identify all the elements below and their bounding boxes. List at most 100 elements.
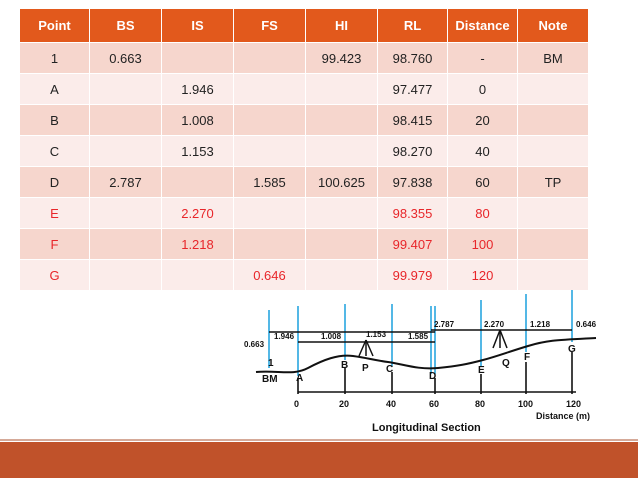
label-c: C xyxy=(386,364,393,375)
table-cell xyxy=(305,135,378,167)
col-header-point: Point xyxy=(19,8,90,43)
tick-40: 40 xyxy=(386,399,396,409)
table-body: 1 0.663 99.423 98.760- BM A 1.946 97.477 0 B 1.008… xyxy=(19,42,589,291)
reading-9: 0.646 xyxy=(576,320,597,329)
table-cell: 2.787 xyxy=(89,166,162,198)
table-cell: 97.477 xyxy=(377,73,448,105)
table-row: C 1.153 98.270 40 xyxy=(19,135,589,167)
table-cell xyxy=(89,228,162,260)
table-cell: 20 xyxy=(447,104,518,136)
reading-2: 1.946 xyxy=(274,332,295,341)
col-header-is: IS xyxy=(161,8,234,43)
table-cell: 97.838 xyxy=(377,166,448,198)
tripod-q xyxy=(492,329,508,349)
label-bm: BM xyxy=(262,374,278,385)
table-row: F 1.218 99.407 100 xyxy=(19,228,589,260)
label-e: E xyxy=(478,365,485,376)
tick-60: 60 xyxy=(429,399,439,409)
table-cell: 120 xyxy=(447,259,518,291)
table-cell: - xyxy=(447,42,518,74)
table-cell: E xyxy=(19,197,90,229)
table-cell: D xyxy=(19,166,90,198)
table-cell xyxy=(89,73,162,105)
table-cell: 1.153 xyxy=(161,135,234,167)
table-cell: 1.008 xyxy=(161,104,234,136)
label-a: A xyxy=(296,373,303,384)
level-book-table: Point BS IS FS HI RL Distance Note 1 0.66… xyxy=(19,8,589,291)
table-row: E 2.270 98.355 80 xyxy=(19,197,589,229)
reading-3: 1.008 xyxy=(321,332,342,341)
staff-rods xyxy=(268,290,573,376)
table-cell: 0.646 xyxy=(233,259,306,291)
footer-divider xyxy=(0,439,638,441)
table-cell: BM xyxy=(517,42,589,74)
table-cell: 2.270 xyxy=(161,197,234,229)
table-cell xyxy=(89,259,162,291)
table-cell xyxy=(161,259,234,291)
table-cell xyxy=(233,73,306,105)
reading-4: 1.153 xyxy=(366,330,387,339)
tick-120: 120 xyxy=(566,399,581,409)
table-cell xyxy=(233,135,306,167)
table-cell: 80 xyxy=(447,197,518,229)
table-header-row: Point BS IS FS HI RL Distance Note xyxy=(19,8,589,43)
table-cell xyxy=(161,42,234,74)
col-header-hi: HI xyxy=(305,8,378,43)
table-cell xyxy=(89,104,162,136)
label-b: B xyxy=(341,360,348,371)
table-cell: A xyxy=(19,73,90,105)
tick-80: 80 xyxy=(475,399,485,409)
col-header-rl: RL xyxy=(377,8,448,43)
tick-100: 100 xyxy=(518,399,533,409)
table-row: D 2.787 1.585 100.625 97.838 60 TP xyxy=(19,166,589,198)
table-cell xyxy=(305,104,378,136)
table-cell xyxy=(233,228,306,260)
col-header-bs: BS xyxy=(89,8,162,43)
distance-axis xyxy=(297,352,576,394)
table-cell xyxy=(89,135,162,167)
table-cell xyxy=(517,228,589,260)
table-row: 1 0.663 99.423 98.760- BM xyxy=(19,42,589,74)
table-cell: F xyxy=(19,228,90,260)
table-cell: 1.946 xyxy=(161,73,234,105)
label-q: Q xyxy=(502,358,510,369)
table-cell: 99.979 xyxy=(377,259,448,291)
table-cell: 99.407 xyxy=(377,228,448,260)
ground-profile xyxy=(255,337,597,374)
table-cell xyxy=(233,197,306,229)
reading-6: 2.787 xyxy=(434,320,455,329)
label-p: P xyxy=(362,363,369,374)
table-cell: 99.423 xyxy=(305,42,378,74)
table-cell: 0 xyxy=(447,73,518,105)
table-cell xyxy=(517,73,589,105)
table-cell: G xyxy=(19,259,90,291)
table-row: A 1.946 97.477 0 xyxy=(19,73,589,105)
axis-label: Distance (m) xyxy=(536,411,590,421)
table-cell xyxy=(517,135,589,167)
table-row: B 1.008 98.415 20 xyxy=(19,104,589,136)
col-header-distance: Distance xyxy=(447,8,518,43)
table-cell xyxy=(233,104,306,136)
table-cell: 98.270 xyxy=(377,135,448,167)
table-cell: 100 xyxy=(447,228,518,260)
table-cell xyxy=(517,259,589,291)
reading-5: 1.585 xyxy=(408,332,429,341)
table-cell xyxy=(233,42,306,74)
label-f: F xyxy=(524,352,530,363)
table-cell: 40 xyxy=(447,135,518,167)
reading-1: 0.663 xyxy=(244,340,265,349)
table-row: G 0.646 99.979 120 xyxy=(19,259,589,291)
tick-0: 0 xyxy=(294,399,299,409)
table-cell: 98.355 xyxy=(377,197,448,229)
table-cell xyxy=(305,197,378,229)
table-cell xyxy=(305,73,378,105)
table-cell xyxy=(517,104,589,136)
table-cell: TP xyxy=(517,166,589,198)
table-cell xyxy=(305,228,378,260)
longitudinal-section-diagram: 0.663 1.946 1.008 1.153 1.585 2.787 2.27… xyxy=(244,290,597,434)
table-cell xyxy=(89,197,162,229)
reading-8: 1.218 xyxy=(530,320,551,329)
table-cell: 1 xyxy=(19,42,90,74)
table-cell: 98.760 xyxy=(377,42,448,74)
diagram-title: Longitudinal Section xyxy=(372,422,481,434)
